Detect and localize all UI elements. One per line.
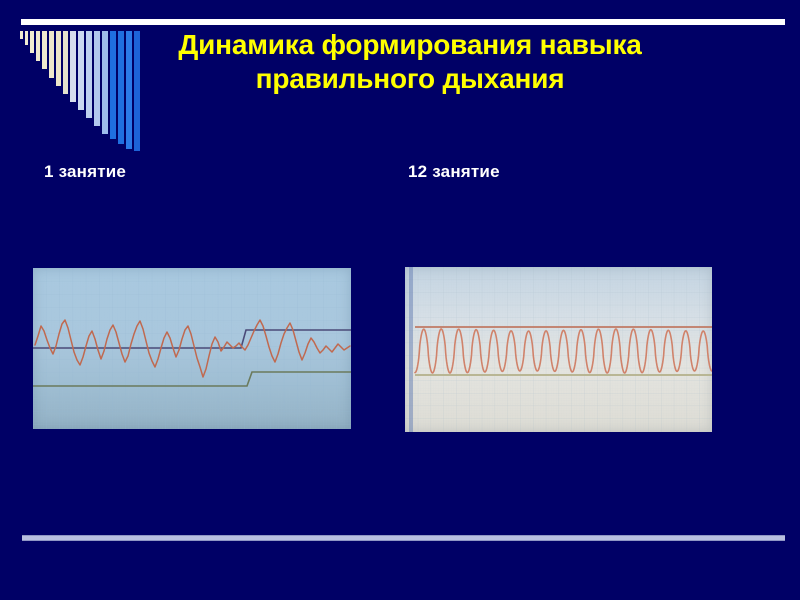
deco-bar-16 — [134, 31, 140, 151]
deco-bar-10 — [86, 31, 92, 118]
breathing-trace-session-12 — [405, 267, 712, 432]
left-margin-strip — [409, 267, 413, 432]
bottom-divider-rule — [22, 535, 785, 541]
upper-threshold-line-1 — [33, 329, 351, 349]
deco-bar-1 — [25, 31, 28, 45]
deco-bar-5 — [49, 31, 54, 78]
trace-svg-session-1 — [33, 268, 351, 429]
deco-bar-8 — [70, 31, 76, 102]
trace-svg-session-12 — [405, 267, 712, 432]
deco-bar-11 — [94, 31, 100, 126]
deco-bar-9 — [78, 31, 84, 110]
deco-bar-15 — [126, 31, 132, 149]
deco-bar-3 — [36, 31, 40, 61]
breathing-trace-session-1 — [33, 268, 351, 429]
deco-bar-14 — [118, 31, 124, 144]
top-divider-rule — [21, 19, 785, 25]
deco-bar-12 — [102, 31, 108, 134]
descending-bar-motif — [20, 31, 145, 151]
deco-bar-4 — [42, 31, 47, 69]
lower-threshold-line-1 — [33, 371, 351, 387]
deco-bar-0 — [20, 31, 23, 39]
deco-bar-7 — [63, 31, 68, 94]
session-label-1: 1 занятие — [44, 162, 127, 181]
session-label-12: 12 занятие — [408, 162, 500, 181]
breathing-signal-12 — [414, 328, 712, 374]
page-title: Динамика формирования навыка правильного… — [178, 29, 642, 95]
deco-bar-2 — [30, 31, 34, 53]
deco-bar-6 — [56, 31, 61, 86]
breathing-signal-1 — [34, 319, 351, 378]
deco-bar-13 — [110, 31, 116, 139]
